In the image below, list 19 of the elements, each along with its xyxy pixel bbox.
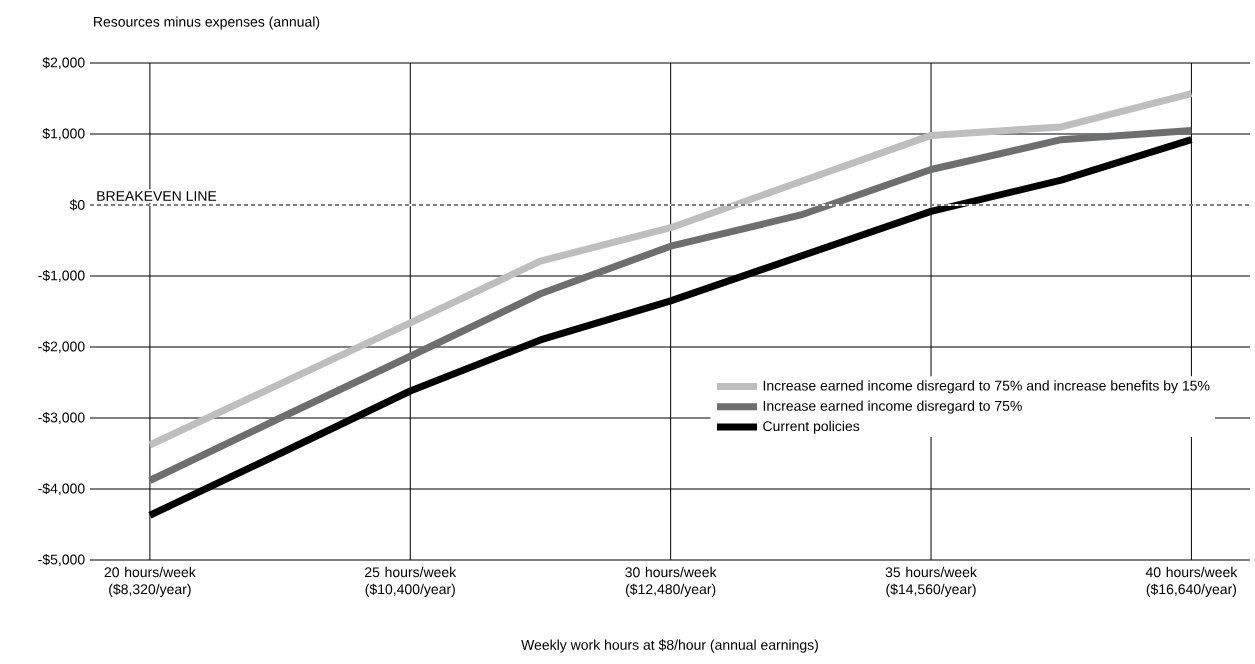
y-tick-label: -$1,000	[38, 269, 85, 283]
x-tick-label: 40 hours/week ($16,640/year)	[1145, 566, 1238, 597]
y-tick-label: $2,000	[42, 56, 85, 70]
y-tick-label: $0	[69, 199, 85, 211]
y-tick-label: $1,000	[42, 127, 85, 141]
y-tick-label: -$3,000	[38, 411, 85, 425]
x-tick-label: 20 hours/week ($8,320/year)	[104, 566, 196, 597]
ref-line-label: BREAKEVEN LINE	[97, 191, 217, 201]
x-tick-label: 35 hours/week ($14,560/year)	[885, 566, 977, 597]
legend-label: Current policies	[763, 420, 860, 434]
y-tick-label: -$5,000	[38, 553, 85, 567]
x-tick-label: 25 hours/week ($10,400/year)	[365, 566, 457, 597]
legend-label: Increase earned income disregard to 75% and increase benefits by 15%	[763, 380, 1210, 394]
y-axis-title: Resources minus expenses (annual)	[94, 16, 320, 30]
y-tick-label: -$4,000	[38, 482, 85, 496]
x-tick-label: 30 hours/week ($12,480/year)	[625, 566, 717, 597]
x-axis-title: Weekly work hours at $8/hour (annual earnings)	[521, 639, 818, 653]
legend-label: Increase earned income disregard to 75%	[763, 400, 1022, 414]
y-tick-label: -$2,000	[38, 340, 85, 354]
